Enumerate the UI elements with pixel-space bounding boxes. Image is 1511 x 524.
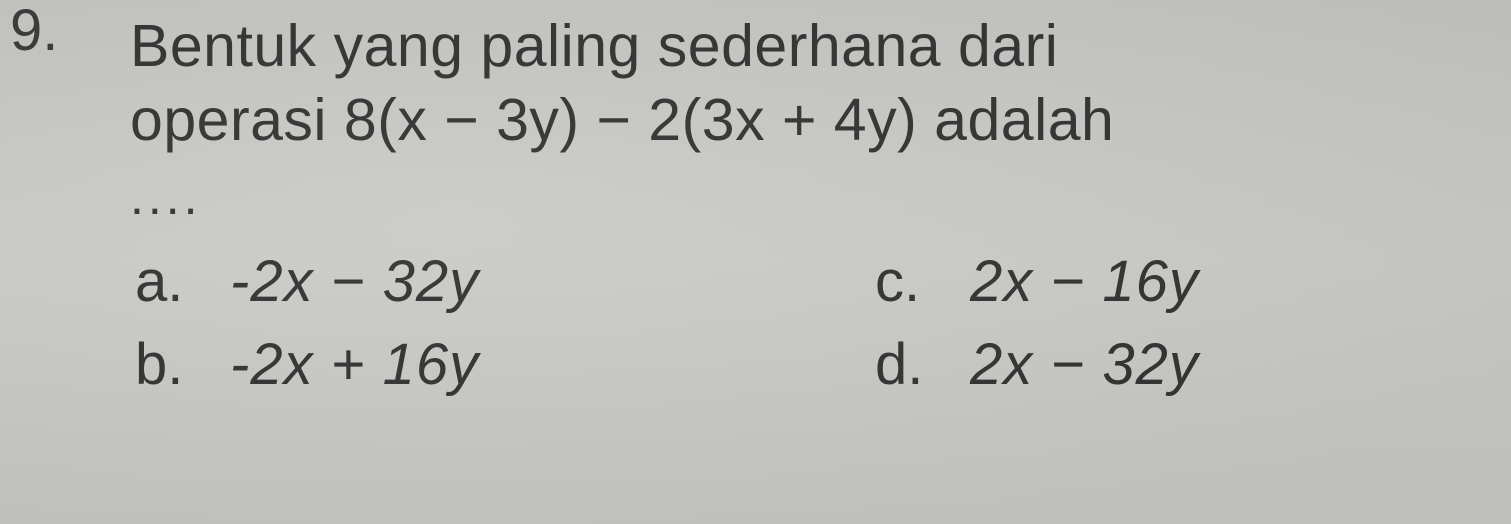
option-d: d. 2x − 32y	[875, 331, 1511, 398]
option-a-label: a.	[135, 248, 230, 315]
option-b-text: -2x + 16y	[230, 331, 479, 398]
option-a: a. -2x − 32y	[135, 248, 875, 315]
question-line-2: operasi 8(x − 3y) − 2(3x + 4y) adalah	[130, 84, 1114, 158]
option-b-label: b.	[135, 331, 230, 398]
option-c-label: c.	[875, 248, 970, 315]
scanned-page: 9. Bentuk yang paling sederhana dari ope…	[0, 0, 1511, 524]
option-a-text: -2x − 32y	[230, 248, 479, 315]
question-ellipsis: ....	[130, 166, 1114, 229]
option-b: b. -2x + 16y	[135, 331, 875, 398]
question-text: Bentuk yang paling sederhana dari operas…	[130, 10, 1114, 228]
question-row: 9. Bentuk yang paling sederhana dari ope…	[0, 10, 1511, 228]
question-number: 9.	[0, 2, 130, 60]
question-line-1: Bentuk yang paling sederhana dari	[130, 10, 1114, 84]
option-d-text: 2x − 32y	[970, 331, 1199, 398]
option-c-text: 2x − 16y	[970, 248, 1199, 315]
option-c: c. 2x − 16y	[875, 248, 1511, 315]
options-grid: a. -2x − 32y c. 2x − 16y b. -2x + 16y d.…	[135, 248, 1511, 398]
option-d-label: d.	[875, 331, 970, 398]
